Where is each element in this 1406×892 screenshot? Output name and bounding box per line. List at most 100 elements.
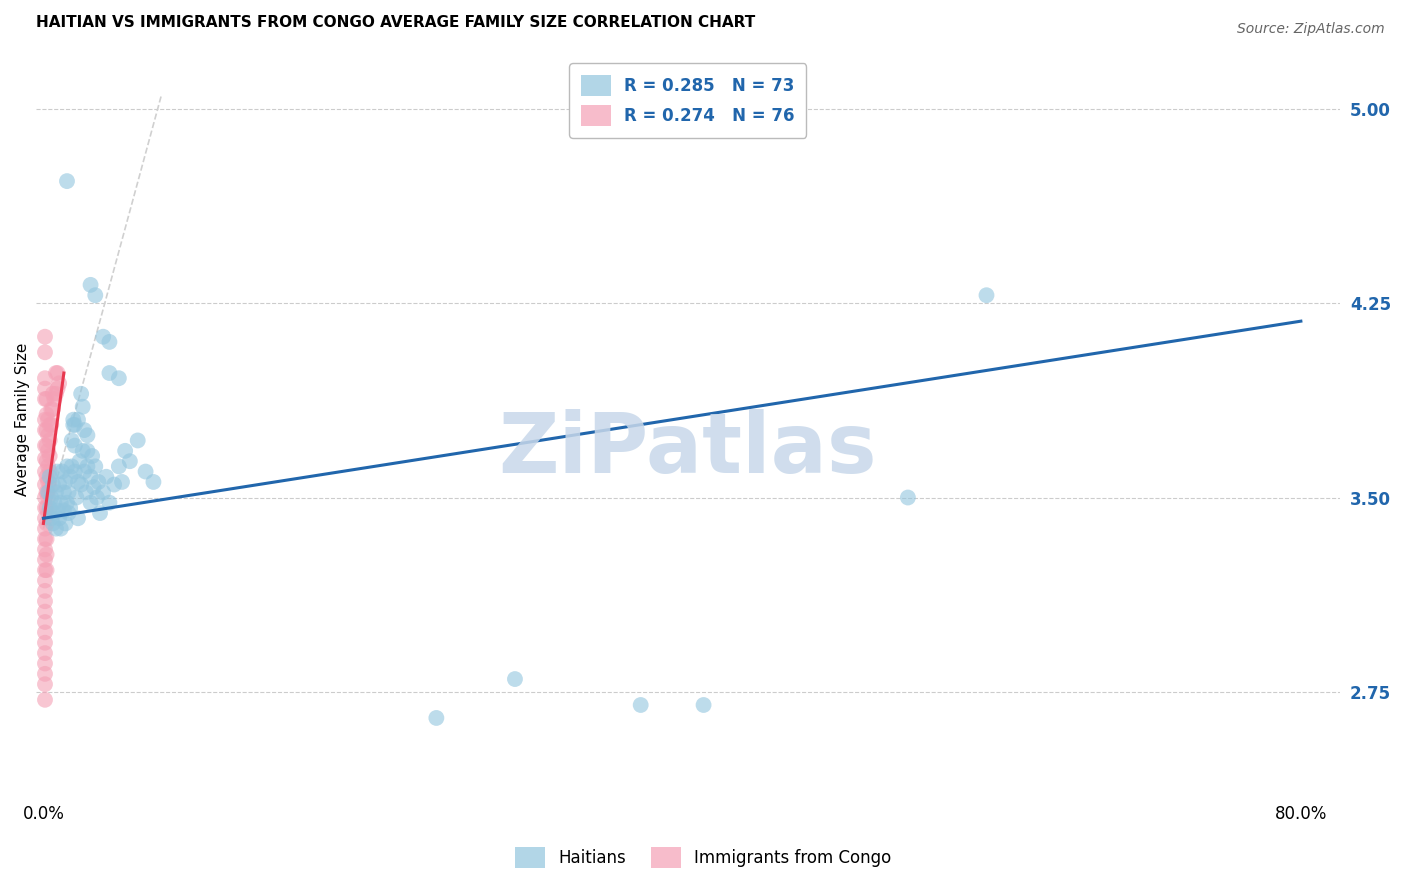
Text: HAITIAN VS IMMIGRANTS FROM CONGO AVERAGE FAMILY SIZE CORRELATION CHART: HAITIAN VS IMMIGRANTS FROM CONGO AVERAGE… — [35, 15, 755, 30]
Point — [60, 434, 83, 448]
Point — [38, 417, 60, 432]
Point — [72, 400, 94, 414]
Point — [38, 469, 60, 483]
Point — [34, 677, 56, 691]
Point — [34, 693, 56, 707]
Point — [503, 672, 526, 686]
Point — [42, 477, 65, 491]
Point — [34, 553, 56, 567]
Point — [34, 477, 56, 491]
Point — [45, 522, 67, 536]
Point — [66, 511, 89, 525]
Point — [46, 382, 69, 396]
Point — [34, 371, 56, 385]
Point — [39, 417, 62, 432]
Point — [35, 392, 58, 406]
Point — [35, 469, 58, 483]
Point — [34, 329, 56, 343]
Point — [38, 480, 60, 494]
Point — [87, 475, 110, 489]
Point — [66, 475, 89, 489]
Point — [34, 423, 56, 437]
Point — [35, 439, 58, 453]
Point — [91, 485, 114, 500]
Point — [42, 402, 65, 417]
Point — [76, 428, 98, 442]
Point — [48, 477, 70, 491]
Point — [76, 443, 98, 458]
Text: Source: ZipAtlas.com: Source: ZipAtlas.com — [1237, 22, 1385, 37]
Point — [34, 657, 56, 671]
Text: ZiPatlas: ZiPatlas — [499, 409, 877, 491]
Point — [56, 496, 79, 510]
Point — [63, 465, 86, 479]
Point — [51, 465, 73, 479]
Point — [39, 402, 62, 417]
Point — [69, 454, 91, 468]
Point — [35, 423, 58, 437]
Point — [34, 345, 56, 359]
Point — [37, 491, 59, 505]
Point — [38, 434, 60, 448]
Point — [35, 532, 58, 546]
Point — [34, 542, 56, 557]
Point — [37, 475, 59, 489]
Point — [49, 522, 72, 536]
Point — [35, 516, 58, 531]
Point — [34, 594, 56, 608]
Point — [34, 511, 56, 525]
Point — [70, 477, 93, 491]
Point — [34, 392, 56, 406]
Point — [76, 459, 98, 474]
Point — [62, 413, 84, 427]
Point — [52, 485, 75, 500]
Point — [79, 469, 101, 483]
Legend: R = 0.285   N = 73, R = 0.274   N = 76: R = 0.285 N = 73, R = 0.274 N = 76 — [569, 63, 807, 137]
Point — [37, 443, 59, 458]
Point — [59, 469, 82, 483]
Point — [91, 329, 114, 343]
Point — [37, 413, 59, 427]
Point — [55, 516, 77, 531]
Point — [58, 485, 80, 500]
Point — [108, 371, 131, 385]
Point — [63, 417, 86, 432]
Point — [37, 428, 59, 442]
Point — [114, 443, 136, 458]
Point — [976, 288, 998, 302]
Point — [34, 500, 56, 515]
Point — [79, 277, 101, 292]
Point — [44, 392, 66, 406]
Point — [48, 511, 70, 525]
Point — [44, 506, 66, 520]
Point — [39, 511, 62, 525]
Point — [83, 480, 105, 494]
Point — [45, 386, 67, 401]
Point — [42, 386, 65, 401]
Point — [86, 491, 108, 505]
Point — [49, 496, 72, 510]
Point — [37, 485, 59, 500]
Point — [62, 417, 84, 432]
Point — [118, 454, 141, 468]
Point — [84, 288, 107, 302]
Point — [75, 485, 97, 500]
Point — [63, 439, 86, 453]
Point — [34, 532, 56, 546]
Point — [48, 376, 70, 391]
Point — [425, 711, 447, 725]
Point — [42, 516, 65, 531]
Point — [111, 475, 134, 489]
Point — [34, 666, 56, 681]
Point — [34, 439, 56, 453]
Point — [65, 491, 87, 505]
Point — [34, 574, 56, 588]
Point — [34, 413, 56, 427]
Point — [38, 465, 60, 479]
Point — [60, 459, 83, 474]
Point — [34, 382, 56, 396]
Point — [46, 465, 69, 479]
Point — [35, 485, 58, 500]
Point — [37, 459, 59, 474]
Point — [46, 366, 69, 380]
